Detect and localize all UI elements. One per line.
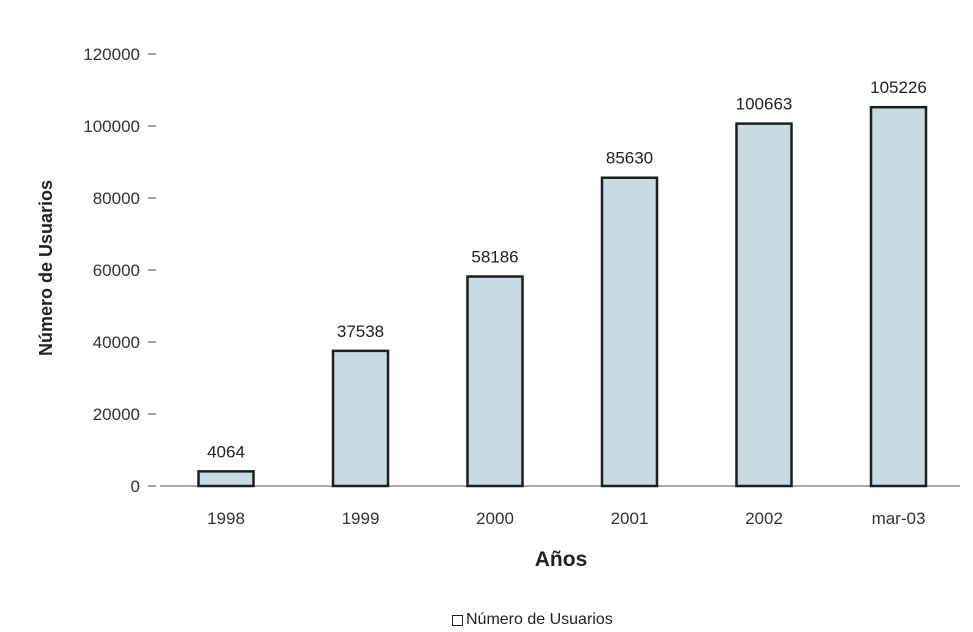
- bar: [869, 105, 928, 488]
- y-tick-label: 120000: [83, 45, 140, 64]
- legend-swatch: [452, 614, 463, 626]
- data-label: 85630: [606, 149, 653, 168]
- x-tick-label: 2001: [611, 509, 649, 528]
- data-label: 37538: [337, 322, 384, 341]
- data-labels: 4064 37538 58186 85630 100663 105226: [207, 78, 927, 461]
- x-axis-ticks: 1998 1999 2000 2001 2002 mar-03: [207, 509, 925, 528]
- bars: [197, 105, 928, 488]
- x-tick-label: 1999: [342, 509, 380, 528]
- legend-label: Número de Usuarios: [466, 611, 613, 628]
- y-axis-ticks: 0 20000 40000 60000 80000 100000 120000: [83, 45, 156, 496]
- y-tick-label: 80000: [93, 189, 140, 208]
- bar: [466, 275, 524, 488]
- data-label: 105226: [870, 78, 927, 97]
- y-axis-title: Número de Usuarios: [36, 180, 56, 356]
- legend: Número de Usuarios: [452, 609, 613, 631]
- y-tick-label: 20000: [93, 405, 140, 424]
- x-tick-label: 2002: [745, 509, 783, 528]
- data-label: 4064: [207, 442, 245, 461]
- x-tick-label: mar-03: [872, 509, 926, 528]
- x-tick-label: 1998: [207, 509, 245, 528]
- x-axis-title: Años: [535, 548, 588, 571]
- y-tick-label: 60000: [93, 261, 140, 280]
- bar: [735, 122, 793, 488]
- y-tick-label: 40000: [93, 333, 140, 352]
- bar: [197, 470, 255, 488]
- data-label: 100663: [736, 95, 793, 114]
- x-tick-label: 2000: [476, 509, 514, 528]
- y-tick-label: 0: [131, 477, 140, 496]
- bar: [600, 176, 659, 488]
- y-tick-label: 100000: [83, 117, 140, 136]
- bar: [331, 349, 390, 488]
- data-label: 58186: [471, 248, 518, 267]
